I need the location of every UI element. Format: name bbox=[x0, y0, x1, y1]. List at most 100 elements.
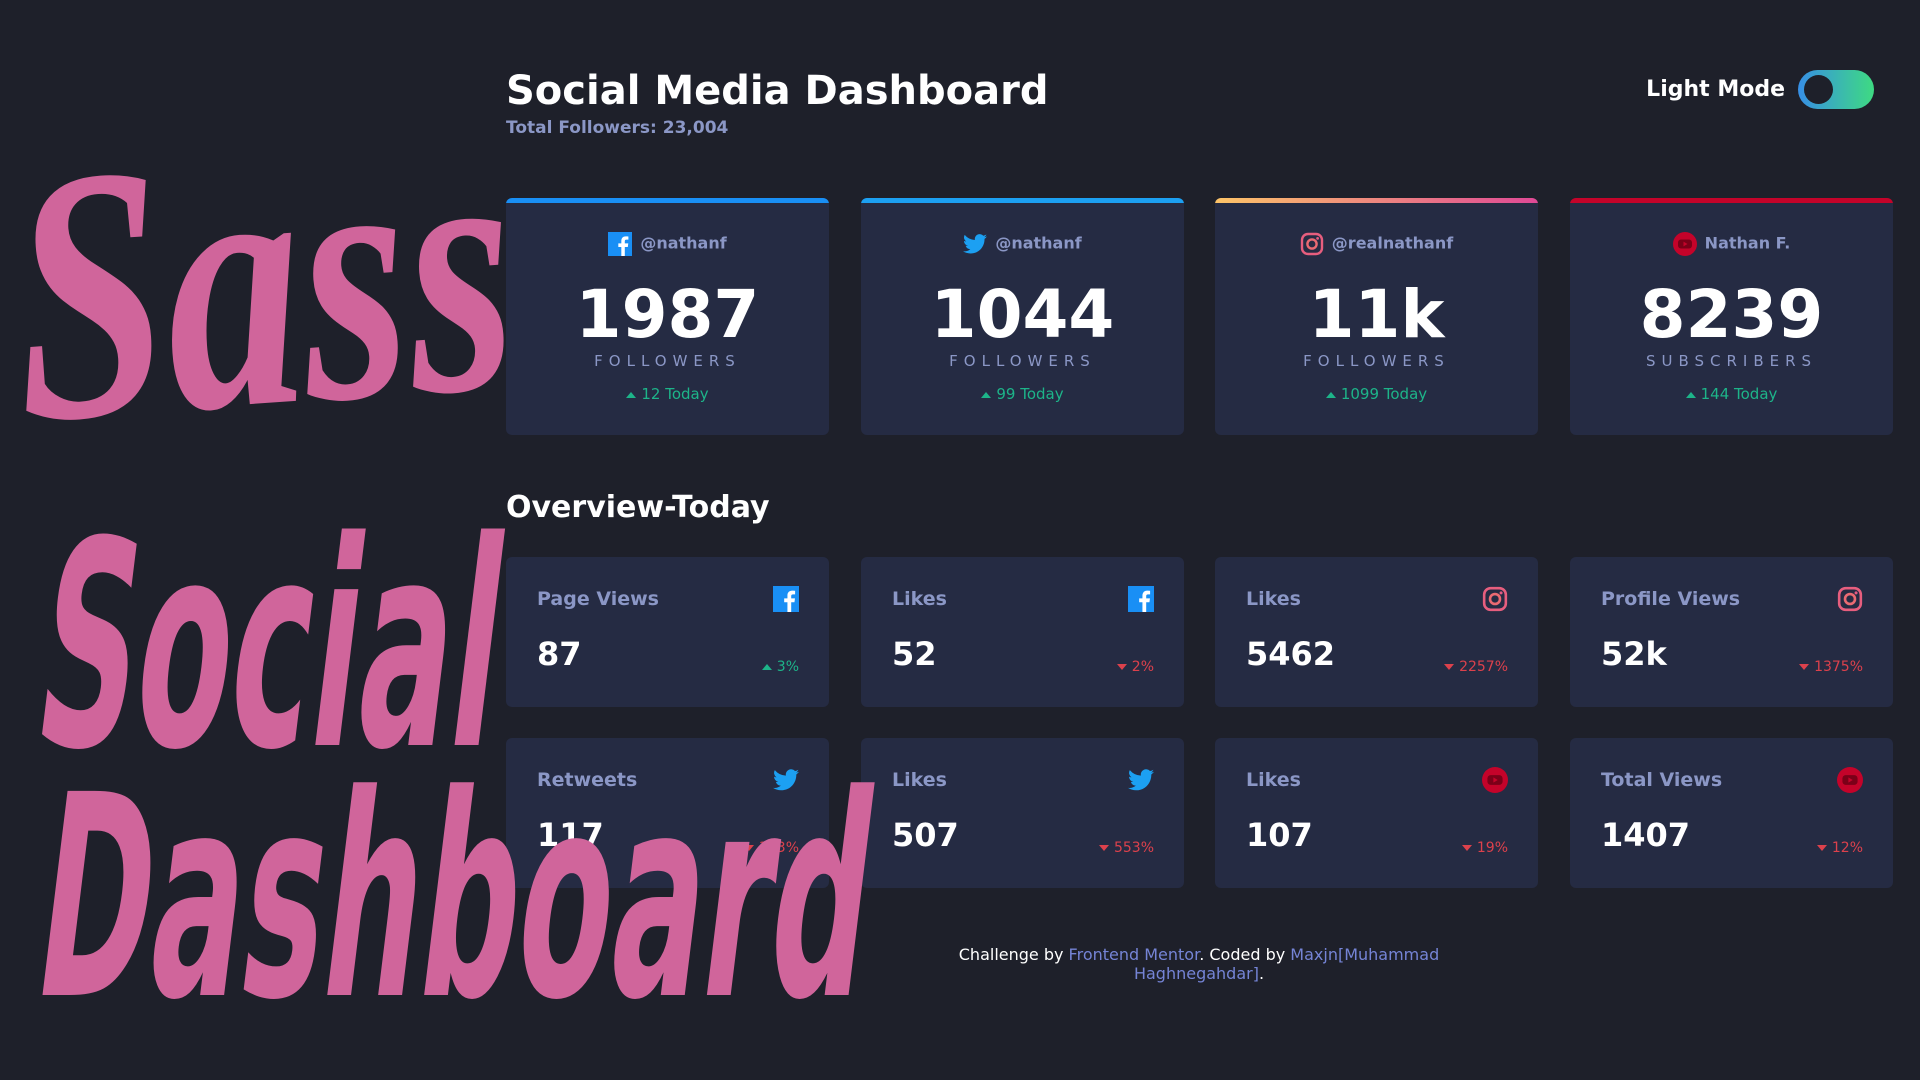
today-change: 1099 Today bbox=[1215, 385, 1538, 403]
trend-arrow bbox=[1461, 845, 1472, 851]
handle-text: @nathanf bbox=[640, 233, 727, 253]
today-text: 144 Today bbox=[1700, 385, 1778, 403]
overview-title: Overview-Today bbox=[506, 490, 770, 525]
overview-icon bbox=[1837, 767, 1863, 797]
follower-count: 1044 bbox=[930, 276, 1115, 353]
change-text: 553% bbox=[1113, 840, 1154, 856]
overview-label: Likes bbox=[1246, 588, 1301, 610]
overview-label: Profile Views bbox=[1601, 588, 1741, 610]
overview-change: 553% bbox=[1098, 840, 1154, 856]
handle-text: @realnathanf bbox=[1331, 233, 1454, 253]
change-text: 3% bbox=[776, 659, 799, 675]
trend-arrow bbox=[761, 664, 772, 670]
today-change: 99 Today bbox=[861, 385, 1184, 403]
overview-card: Likes 52 2% bbox=[861, 557, 1184, 707]
toggle-knob bbox=[1804, 75, 1833, 104]
overview-card: Page Views 87 3% bbox=[506, 557, 829, 707]
trend-arrow bbox=[1116, 664, 1127, 670]
overview-change: 303% bbox=[743, 840, 799, 856]
follower-card: @nathanf 1044 FOLLOWERS 99 Today bbox=[861, 198, 1184, 435]
facebook-icon bbox=[1128, 586, 1154, 612]
overview-icon bbox=[1837, 586, 1863, 616]
change-text: 2% bbox=[1131, 659, 1154, 675]
overview-card: Profile Views 52k 1375% bbox=[1570, 557, 1893, 707]
follower-card: Nathan F. 8239 SUBSCRIBERS 144 Today bbox=[1570, 198, 1893, 435]
today-change: 144 Today bbox=[1570, 385, 1893, 403]
card-handle: @realnathanf bbox=[1215, 232, 1538, 256]
overview-value: 5462 bbox=[1246, 635, 1336, 673]
today-text: 1099 Today bbox=[1340, 385, 1428, 403]
twitter-icon bbox=[963, 234, 988, 254]
trend-arrow bbox=[1098, 845, 1109, 851]
overview-card: Likes 507 553% bbox=[861, 738, 1184, 888]
card-topbar bbox=[861, 198, 1184, 203]
instagram-icon bbox=[1482, 586, 1508, 612]
count-unit: FOLLOWERS bbox=[1303, 352, 1450, 370]
toggle-label: Light Mode bbox=[1646, 77, 1785, 102]
footer-text: . Coded by bbox=[1199, 945, 1291, 964]
trend-arrow bbox=[1685, 391, 1696, 398]
overlay-social: Social bbox=[22, 481, 523, 813]
count-unit: SUBSCRIBERS bbox=[1645, 352, 1818, 370]
overview-value: 507 bbox=[892, 816, 959, 854]
instagram-icon bbox=[1837, 586, 1863, 612]
footer-text: . bbox=[1258, 964, 1265, 983]
follower-count: 1987 bbox=[575, 276, 760, 353]
overview-value: 52k bbox=[1601, 635, 1667, 673]
overview-icon bbox=[1482, 767, 1508, 797]
card-handle: @nathanf bbox=[861, 232, 1184, 256]
overview-icon bbox=[773, 586, 799, 616]
trend-arrow bbox=[626, 391, 637, 398]
author-link[interactable]: Maxjn[Muhammad Haghnegahdar] bbox=[1133, 945, 1440, 983]
overview-label: Likes bbox=[892, 769, 947, 791]
today-change: 12 Today bbox=[506, 385, 829, 403]
change-text: 2257% bbox=[1459, 659, 1508, 675]
youtube-icon bbox=[1837, 767, 1863, 793]
facebook-icon bbox=[608, 232, 633, 256]
twitter-icon bbox=[1128, 769, 1154, 791]
follower-card: @realnathanf 11k FOLLOWERS 1099 Today bbox=[1215, 198, 1538, 435]
change-text: 1375% bbox=[1814, 659, 1863, 675]
follower-count: 8239 bbox=[1639, 276, 1824, 353]
overview-value: 52 bbox=[892, 635, 937, 673]
overview-icon bbox=[1482, 586, 1508, 616]
overview-card: Total Views 1407 12% bbox=[1570, 738, 1893, 888]
card-topbar bbox=[506, 198, 829, 203]
youtube-icon bbox=[1482, 767, 1508, 793]
overview-card: Likes 107 19% bbox=[1215, 738, 1538, 888]
overview-label: Page Views bbox=[537, 588, 659, 610]
overview-icon bbox=[1128, 586, 1154, 616]
total-followers: Total Followers: 23,004 bbox=[506, 118, 729, 138]
overview-value: 1407 bbox=[1601, 816, 1691, 854]
theme-toggle[interactable] bbox=[1798, 70, 1874, 109]
overview-label: Total Views bbox=[1601, 769, 1723, 791]
trend-arrow bbox=[1799, 664, 1810, 670]
trend-arrow bbox=[981, 391, 992, 398]
handle-text: @nathanf bbox=[995, 233, 1082, 253]
card-topbar bbox=[1215, 198, 1538, 203]
overview-label: Likes bbox=[892, 588, 947, 610]
overview-change: 2257% bbox=[1444, 659, 1508, 675]
handle-text: Nathan F. bbox=[1704, 233, 1791, 253]
overview-icon bbox=[1128, 767, 1154, 797]
trend-arrow bbox=[1816, 845, 1827, 851]
count-unit: FOLLOWERS bbox=[594, 352, 741, 370]
follower-count: 11k bbox=[1308, 276, 1445, 353]
overlay-sass: Sass bbox=[0, 65, 526, 498]
today-text: 12 Today bbox=[641, 385, 709, 403]
page-title: Social Media Dashboard bbox=[506, 68, 1049, 114]
overview-change: 2% bbox=[1116, 659, 1154, 675]
overview-change: 19% bbox=[1461, 840, 1508, 856]
overview-change: 3% bbox=[761, 659, 799, 675]
today-text: 99 Today bbox=[996, 385, 1064, 403]
overview-change: 1375% bbox=[1799, 659, 1863, 675]
overview-change: 12% bbox=[1816, 840, 1863, 856]
overview-label: Likes bbox=[1246, 769, 1301, 791]
follower-card: @nathanf 1987 FOLLOWERS 12 Today bbox=[506, 198, 829, 435]
twitter-icon bbox=[773, 769, 799, 791]
footer-text: Challenge by bbox=[958, 945, 1069, 964]
mentor-link[interactable]: Frontend Mentor bbox=[1068, 945, 1200, 964]
trend-arrow bbox=[1325, 391, 1336, 398]
